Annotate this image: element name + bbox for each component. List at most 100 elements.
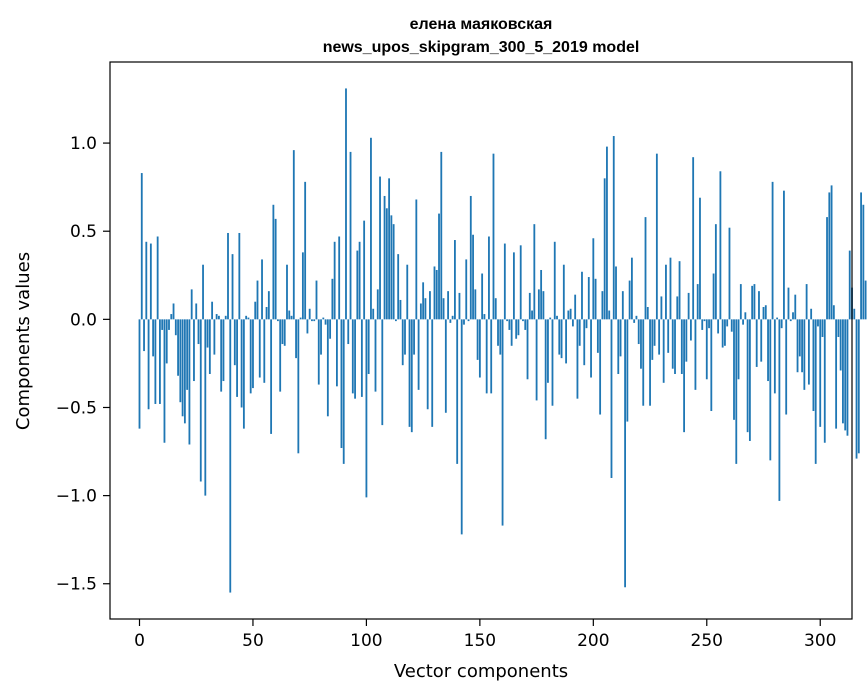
bar	[186, 319, 189, 390]
bar	[728, 227, 731, 320]
bar	[653, 319, 656, 346]
bar	[801, 319, 803, 373]
y-axis-ticks: −1.5 −1.0 −0.5 0.0 0.5 1.0	[56, 134, 110, 595]
bar	[612, 136, 615, 320]
bar	[177, 319, 179, 376]
bar	[494, 298, 497, 320]
bar	[329, 319, 332, 339]
bar	[619, 319, 622, 357]
bar	[855, 319, 858, 459]
bar	[159, 319, 161, 404]
bar	[705, 319, 708, 380]
bar	[755, 319, 758, 367]
bar	[560, 319, 563, 359]
bar	[229, 319, 232, 593]
x-tick-label: 50	[242, 631, 264, 651]
bar	[272, 204, 275, 320]
bar	[651, 319, 654, 360]
bar	[832, 305, 835, 320]
bar	[474, 289, 477, 320]
bar	[417, 319, 420, 390]
bar	[633, 319, 636, 323]
bar	[172, 303, 175, 320]
bar	[803, 319, 806, 390]
bar	[794, 294, 797, 320]
bar	[744, 312, 747, 320]
bar	[286, 264, 288, 320]
bar	[676, 296, 679, 320]
bar	[860, 192, 862, 320]
bar	[404, 319, 406, 355]
bar	[578, 319, 581, 346]
bar	[242, 319, 245, 429]
bar	[628, 280, 631, 320]
bar	[642, 319, 645, 406]
bar	[220, 319, 223, 392]
x-tick-label: 100	[350, 631, 382, 651]
bar	[306, 319, 309, 334]
bar	[497, 319, 499, 346]
bar	[778, 319, 781, 501]
bar	[347, 319, 350, 345]
bar	[168, 319, 170, 330]
bar	[506, 319, 509, 322]
bar	[637, 319, 640, 345]
bar	[735, 319, 738, 464]
bar	[451, 315, 454, 320]
bar	[537, 289, 540, 320]
bar	[658, 319, 661, 355]
bar	[862, 204, 865, 320]
bar	[138, 319, 141, 429]
bar	[469, 195, 472, 320]
bar	[222, 319, 225, 382]
bar	[726, 319, 729, 327]
bar	[183, 319, 186, 424]
bar	[288, 310, 291, 320]
bar	[835, 319, 838, 429]
bar	[281, 319, 284, 345]
bar	[853, 308, 856, 320]
y-axis-label: Components values	[13, 252, 34, 430]
bar	[195, 303, 198, 320]
bar	[152, 319, 155, 357]
bar	[748, 319, 751, 441]
bar	[519, 245, 522, 320]
bar	[179, 319, 182, 403]
bar	[837, 319, 840, 337]
bar	[463, 319, 465, 325]
bar	[397, 254, 400, 320]
bar	[206, 319, 209, 348]
bar	[442, 298, 445, 320]
bar	[315, 280, 318, 320]
bar	[528, 292, 531, 320]
x-tick-label: 300	[804, 631, 836, 651]
bar	[839, 319, 842, 371]
bar	[842, 319, 844, 424]
bar	[796, 319, 799, 373]
bar	[454, 240, 456, 320]
bar	[758, 291, 760, 320]
bar	[739, 284, 742, 320]
bar	[254, 301, 257, 320]
bar	[360, 319, 363, 397]
plot-frame	[109, 61, 853, 620]
bar	[535, 319, 538, 401]
bar	[696, 284, 699, 320]
bar	[665, 264, 667, 320]
bar	[678, 261, 681, 320]
bar	[576, 319, 579, 399]
bar	[292, 150, 295, 320]
y-tick-label: 1.0	[70, 134, 97, 154]
bar	[472, 234, 474, 320]
bar	[295, 319, 297, 359]
bar	[374, 319, 377, 392]
bar	[733, 319, 735, 420]
bar	[458, 292, 461, 320]
bar	[594, 278, 597, 320]
bar	[488, 236, 490, 320]
bar	[767, 319, 769, 382]
y-tick-label: 0.5	[70, 222, 97, 242]
bar	[311, 319, 313, 322]
bar	[181, 319, 184, 417]
bar	[165, 319, 168, 364]
